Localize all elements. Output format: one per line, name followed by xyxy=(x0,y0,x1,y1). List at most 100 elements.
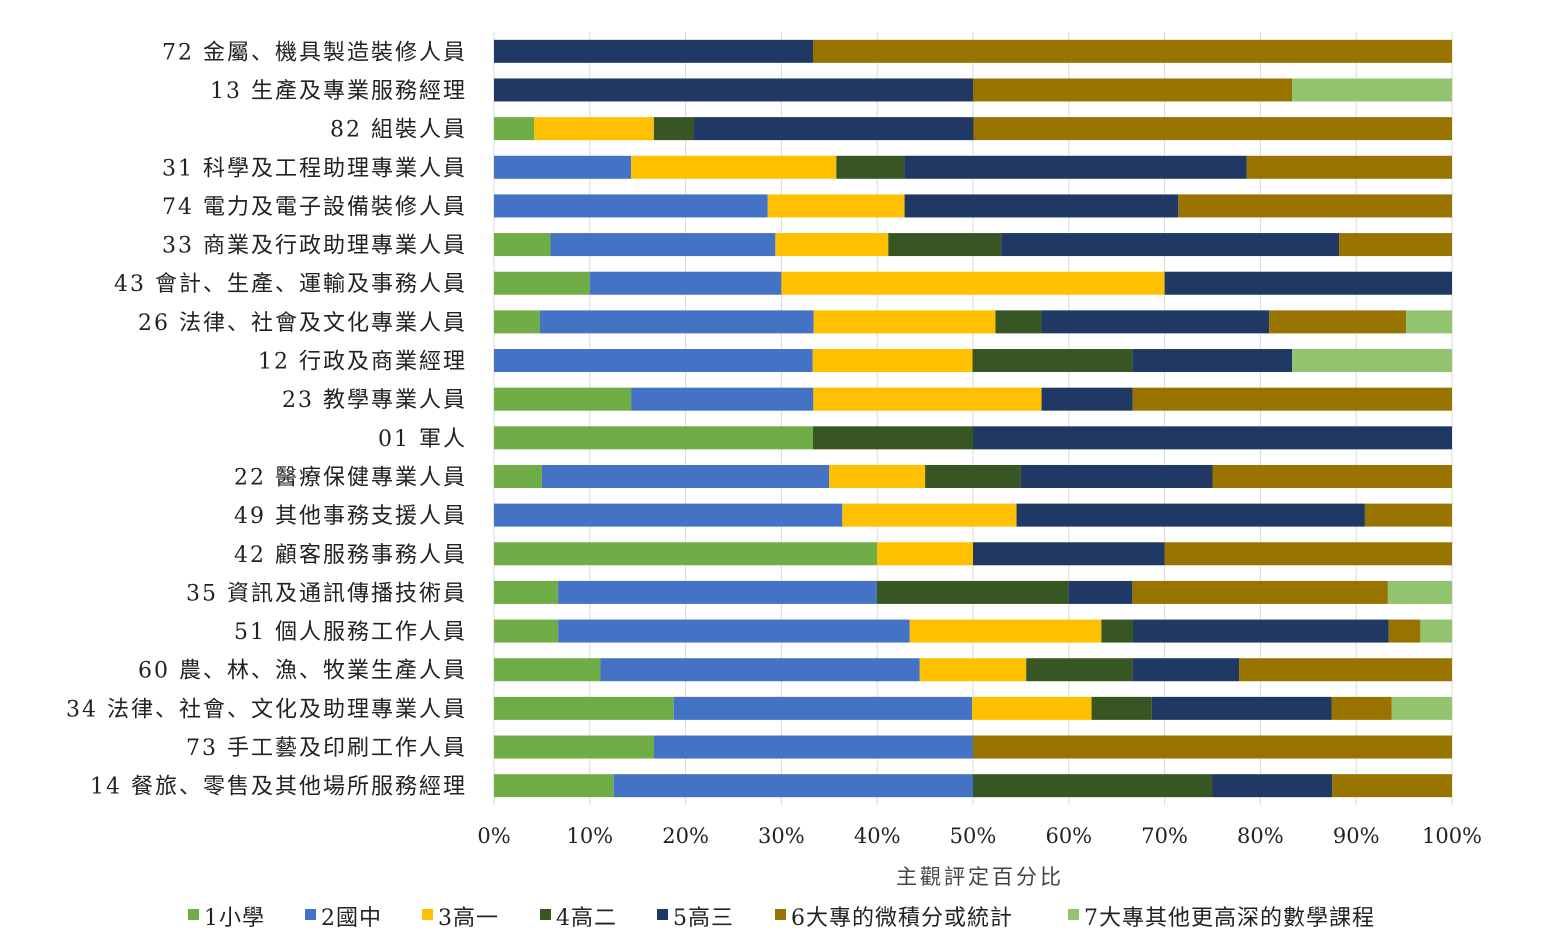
legend-label: 2國中 xyxy=(321,906,382,931)
bar-segment xyxy=(494,774,614,798)
bar-segment xyxy=(1292,78,1452,102)
bar-segment xyxy=(541,464,830,488)
category-label: 34 法律、社會、文化及助理專業人員 xyxy=(66,697,467,722)
category-label: 43 會計、生產、運輸及事務人員 xyxy=(114,272,467,297)
bar-segment xyxy=(494,78,973,102)
bar-segment xyxy=(534,117,654,141)
category-label: 31 科學及工程助理專業人員 xyxy=(162,156,467,181)
bar-segment xyxy=(973,542,1165,566)
bar-segment xyxy=(1164,542,1452,566)
bar-segment xyxy=(909,619,1102,643)
category-label: 26 法律、社會及文化專業人員 xyxy=(138,311,467,336)
legend: 1小學 2國中 3高一 4高二 5高三 6大專的微積分或統計 7大專其他更高深的數學課程 xyxy=(188,906,1374,931)
bar-segment xyxy=(558,580,877,604)
bar-segment xyxy=(1132,387,1452,411)
bar-segment xyxy=(904,194,1179,218)
bar-segment xyxy=(1132,619,1389,643)
bar-segment xyxy=(1212,464,1452,488)
legend-swatch xyxy=(1068,909,1079,920)
bar-segment xyxy=(1041,387,1133,411)
category-label: 33 商業及行政助理專業人員 xyxy=(162,234,467,259)
category-labels: 72 金屬、機具製造裝修人員 13 生產及專業服務經理 82 組裝人員 31 科學及工… xyxy=(66,40,467,800)
bar-segment xyxy=(550,233,776,257)
bar-segment xyxy=(972,349,1133,373)
bar-segment xyxy=(1178,194,1452,218)
bar-segment xyxy=(812,349,973,373)
legend-label: 4高二 xyxy=(556,906,617,931)
bar-segment xyxy=(494,233,551,257)
bar-segment xyxy=(494,503,843,527)
x-tick-label: 10% xyxy=(566,824,613,848)
bar-segment xyxy=(973,774,1213,798)
bar-segment xyxy=(494,735,654,759)
category-label: 12 行政及商業經理 xyxy=(258,350,467,375)
category-label: 14 餐旅、零售及其他場所服務經理 xyxy=(90,775,467,800)
bar-segment xyxy=(876,580,1069,604)
bar-segment xyxy=(1020,464,1213,488)
bar-segment xyxy=(1388,619,1421,643)
bar-segment xyxy=(781,271,1165,295)
x-tick-label: 50% xyxy=(950,824,997,848)
bar-segment xyxy=(1091,696,1152,720)
legend-swatch xyxy=(305,909,316,920)
bar-segment xyxy=(694,117,974,141)
legend-label: 3高一 xyxy=(438,906,499,931)
bar-segment xyxy=(494,117,535,141)
bar-segment xyxy=(494,542,878,566)
x-tick-label: 20% xyxy=(662,824,709,848)
x-tick-label: 0% xyxy=(477,824,510,848)
category-label: 23 教學專業人員 xyxy=(282,388,467,413)
bar-segment xyxy=(494,310,540,334)
bar-segment xyxy=(813,387,1042,411)
legend-label: 6大專的微積分或統計 xyxy=(791,906,1013,931)
x-tick-label: 30% xyxy=(758,824,805,848)
bar-segment xyxy=(767,194,905,218)
bar-segment xyxy=(1132,658,1240,682)
bar-segment xyxy=(494,39,814,63)
category-label: 72 金屬、機具製造裝修人員 xyxy=(162,40,467,65)
bar-segment xyxy=(494,464,542,488)
bar-segment xyxy=(1292,349,1452,373)
bar-segment xyxy=(653,117,695,141)
category-label: 60 農、林、漁、牧業生產人員 xyxy=(138,659,467,684)
bar-segment xyxy=(1164,271,1452,295)
bar-segment xyxy=(539,310,814,334)
bar-segment xyxy=(1212,774,1333,798)
bar-segment xyxy=(631,155,837,179)
legend-label: 5高三 xyxy=(673,906,734,931)
bar-segment xyxy=(877,542,973,566)
x-tick-labels: 0% 10% 20% 30% 40% 50% 60% 70% 80% 90% 100% xyxy=(477,824,1482,848)
x-tick-label: 40% xyxy=(854,824,901,848)
bar-segment xyxy=(973,426,1452,450)
legend-swatch xyxy=(657,909,668,920)
bar-segment xyxy=(888,233,1002,257)
bar-segment xyxy=(1026,658,1133,682)
bar-segment xyxy=(589,271,782,295)
category-label: 73 手工藝及印刷工作人員 xyxy=(186,736,467,761)
bar-segment xyxy=(813,39,1452,63)
x-tick-label: 80% xyxy=(1237,824,1284,848)
bar-segment xyxy=(995,310,1042,334)
bar-segment xyxy=(972,696,1092,720)
bar-segment xyxy=(494,194,768,218)
legend-swatch xyxy=(422,909,433,920)
legend-swatch xyxy=(775,909,786,920)
bar-segment xyxy=(836,155,905,179)
bar-segment xyxy=(1246,155,1452,179)
bar-segment xyxy=(1068,580,1133,604)
category-label: 51 個人服務工作人員 xyxy=(234,620,467,645)
bar-segment xyxy=(1387,580,1452,604)
bar-segment xyxy=(973,117,1452,141)
category-label: 49 其他事務支援人員 xyxy=(234,504,467,529)
bar-segment xyxy=(1041,310,1270,334)
legend-swatch xyxy=(188,909,199,920)
bar-segment xyxy=(925,464,1021,488)
bar-segment xyxy=(673,696,973,720)
legend-label: 1小學 xyxy=(204,906,265,931)
bar-segment xyxy=(494,426,814,450)
category-label: 42 顧客服務事務人員 xyxy=(234,543,467,568)
bar-segment xyxy=(1339,233,1452,257)
bar-segment xyxy=(842,503,1017,527)
gridlines xyxy=(493,32,1453,805)
